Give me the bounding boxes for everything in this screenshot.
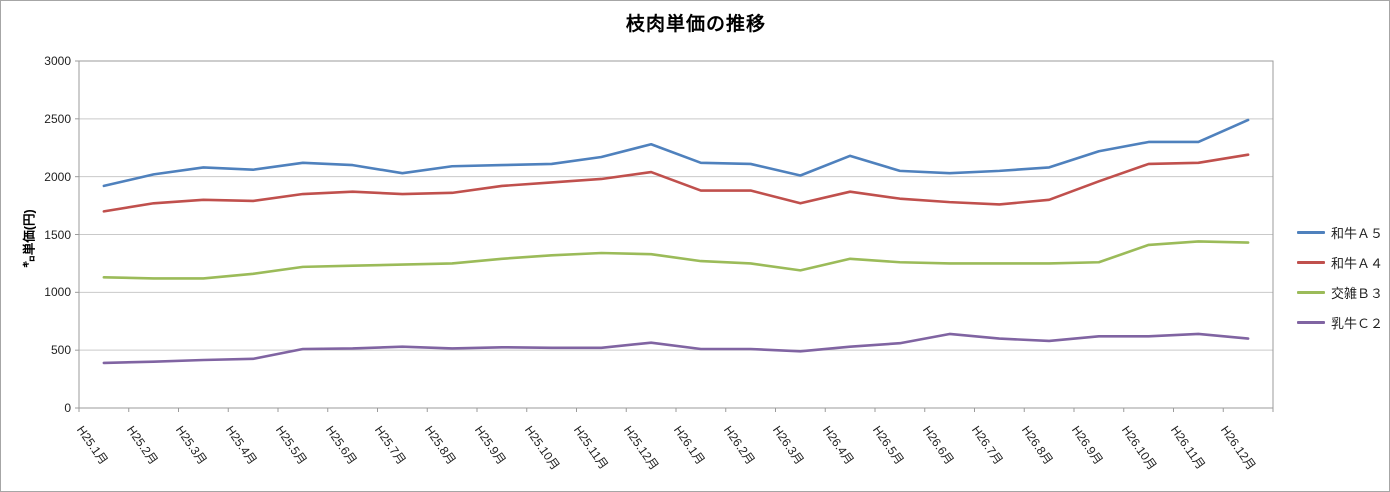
y-axis-tick-label: 2000 xyxy=(44,169,71,184)
y-axis-tick-label: 0 xyxy=(64,401,71,415)
y-axis-tick-label: 1500 xyxy=(44,227,71,242)
legend-item: 交雑Ｂ３ xyxy=(1297,283,1383,302)
legend-label: 和牛Ａ５ xyxy=(1331,226,1384,241)
chart-title: 枝肉単価の推移 xyxy=(625,14,766,35)
legend-line-swatch xyxy=(1297,231,1325,234)
series-line-0 xyxy=(102,118,1250,188)
legend-item: 乳牛Ｃ２ xyxy=(1297,313,1383,332)
legend-line-swatch xyxy=(1297,321,1325,324)
legend-label: 交雑Ｂ３ xyxy=(1331,286,1384,301)
legend-label: 乳牛Ｃ２ xyxy=(1331,316,1384,331)
y-axis-tick-label: 1000 xyxy=(44,285,71,300)
y-axis-tick-label: 3000 xyxy=(44,54,71,68)
legend-line-swatch xyxy=(1297,261,1325,264)
legend-line-swatch xyxy=(1297,291,1325,294)
legend-item: 和牛Ａ５ xyxy=(1297,223,1383,242)
legend-label: 和牛Ａ４ xyxy=(1331,256,1384,271)
legend-item: 和牛Ａ４ xyxy=(1297,253,1383,272)
series-line-3 xyxy=(102,332,1250,365)
series-line-1 xyxy=(102,153,1250,213)
series-line-2 xyxy=(102,240,1250,280)
legend: 和牛Ａ５ 和牛Ａ４ 交雑Ｂ３ 乳牛Ｃ２ xyxy=(1297,223,1383,332)
y-axis-tick-label: 500 xyxy=(50,343,71,358)
y-axis-tick-label: 2500 xyxy=(44,111,71,126)
